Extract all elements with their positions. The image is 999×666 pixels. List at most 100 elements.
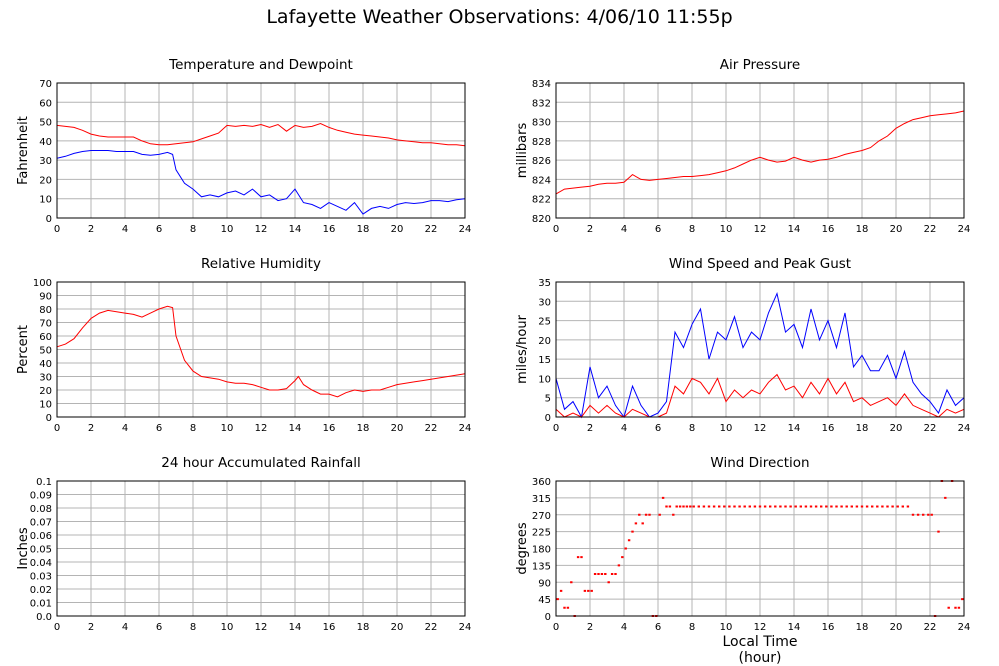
y-tick-label: 15: [538, 355, 551, 366]
data-point: [587, 589, 590, 592]
data-point: [758, 505, 762, 508]
data-point: [748, 505, 751, 508]
x-tick-label: 16: [822, 622, 835, 633]
plot-frame: [56, 480, 466, 617]
data-point: [855, 505, 859, 508]
data-point: [566, 606, 570, 609]
plot-area: [556, 83, 964, 218]
data-point: [940, 480, 944, 482]
x-tick-label: 0: [54, 622, 60, 633]
y-axis-label: Fahrenheit: [16, 116, 31, 185]
y-tick-label: 90: [39, 292, 52, 303]
x-tick-label: 12: [754, 224, 767, 235]
plot-frame: [56, 281, 466, 418]
plot-frame: [56, 82, 466, 219]
data-point: [820, 505, 823, 508]
data-point: [593, 573, 597, 575]
data-point: [692, 505, 695, 508]
y-axis-label: Inches: [16, 527, 31, 569]
data-point: [644, 513, 648, 516]
x-tick-label: 12: [255, 622, 268, 633]
x-tick-label: 4: [122, 224, 128, 235]
data-point: [661, 496, 665, 499]
data-point: [922, 513, 925, 516]
y-tick-label: 30: [538, 297, 551, 308]
data-point: [961, 598, 964, 601]
y-tick-label: 315: [532, 494, 551, 505]
x-tick-label: 22: [425, 224, 438, 235]
plot-area: [57, 83, 465, 218]
y-tick-label: 270: [532, 511, 551, 522]
x-tick-label: 6: [655, 622, 661, 633]
data-point: [774, 505, 777, 508]
data-point: [641, 522, 644, 525]
y-tick-label: 10: [39, 195, 52, 206]
data-point: [590, 589, 593, 592]
x-tick-label: 16: [822, 423, 835, 434]
y-tick-label: 20: [538, 336, 551, 347]
x-tick-label: 12: [255, 423, 268, 434]
x-tick-label: 8: [190, 622, 196, 633]
y-tick-label: 80: [39, 305, 52, 316]
x-tick-label: 8: [689, 224, 695, 235]
y-tick-label: 0: [46, 214, 52, 225]
y-tick-label: 40: [39, 359, 52, 370]
data-point: [954, 606, 957, 609]
data-point: [830, 505, 833, 508]
y-tick-label: 60: [39, 332, 52, 343]
y-tick-label: 0: [545, 413, 551, 424]
x-tick-label: 0: [54, 423, 60, 434]
y-tick-label: 822: [532, 195, 551, 206]
data-point: [604, 573, 607, 575]
x-tick-label: 24: [459, 423, 472, 434]
x-tick-label: 14: [788, 423, 801, 434]
x-tick-label: 8: [190, 423, 196, 434]
x-tick-label: 8: [689, 622, 695, 633]
x-tick-label: 16: [822, 224, 835, 235]
y-tick-label: 832: [532, 98, 551, 109]
y-tick-label: 180: [532, 545, 551, 556]
y-tick-label: 0: [545, 612, 551, 623]
data-point: [668, 505, 672, 508]
x-tick-label: 24: [958, 224, 971, 235]
y-tick-label: 50: [39, 346, 52, 357]
x-tick-label: 6: [156, 622, 162, 633]
plot-area: [57, 481, 465, 616]
data-point: [665, 505, 668, 508]
data-point: [784, 505, 787, 508]
x-tick-label: 16: [323, 224, 336, 235]
y-tick-label: 90: [538, 578, 551, 589]
data-point: [651, 615, 655, 617]
plot-frame: [555, 82, 965, 219]
x-tick-label: 24: [459, 224, 472, 235]
data-point: [896, 505, 899, 508]
data-point: [607, 581, 610, 584]
x-tick-label: 2: [587, 423, 593, 434]
y-tick-label: 135: [532, 561, 551, 572]
data-point: [583, 589, 587, 592]
data-point: [950, 480, 954, 482]
x-tick-label: 4: [621, 423, 627, 434]
series-line: [555, 373, 965, 418]
data-point: [763, 505, 767, 508]
x-tick-label: 2: [88, 423, 94, 434]
data-point: [707, 505, 711, 508]
data-point: [685, 505, 689, 508]
y-tick-label: 45: [538, 595, 551, 606]
series-line: [56, 150, 466, 215]
y-tick-label: 70: [39, 319, 52, 330]
data-point: [675, 505, 678, 508]
x-tick-label: 12: [255, 224, 268, 235]
y-axis-label: millibars: [515, 123, 530, 179]
data-point: [944, 496, 947, 499]
x-tick-label: 18: [357, 224, 370, 235]
x-tick-label: 18: [856, 224, 869, 235]
chart-title: 24 hour Accumulated Rainfall: [161, 455, 360, 471]
data-point: [738, 505, 741, 508]
x-tick-label: 20: [391, 622, 404, 633]
x-tick-label: 12: [754, 622, 767, 633]
data-point: [627, 539, 631, 542]
x-tick-label: 0: [54, 224, 60, 235]
data-point: [718, 505, 721, 508]
